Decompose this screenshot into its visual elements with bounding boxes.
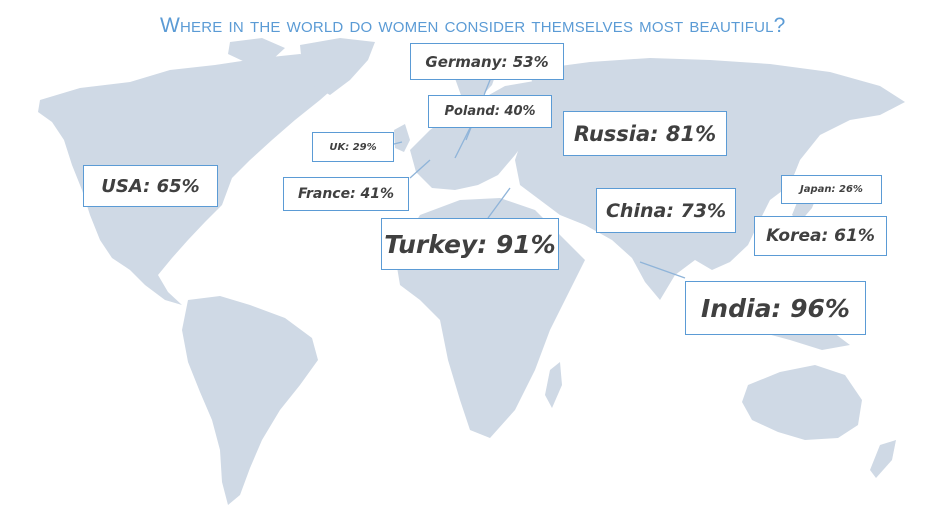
- callout-china: China: 73%: [596, 188, 736, 233]
- south-america: [182, 296, 318, 505]
- canada-islands: [228, 38, 285, 62]
- callout-poland: Poland: 40%: [428, 95, 552, 128]
- new-zealand: [870, 440, 896, 478]
- leader-poland: [454, 127, 471, 159]
- greenland: [300, 38, 375, 95]
- callout-korea: Korea: 61%: [754, 216, 887, 256]
- callout-japan: Japan: 26%: [781, 175, 882, 204]
- callout-uk: UK: 29%: [312, 132, 394, 162]
- callout-india: India: 96%: [685, 281, 866, 335]
- callout-russia: Russia: 81%: [563, 111, 727, 156]
- callout-france: France: 41%: [283, 177, 409, 211]
- leader-france: [409, 159, 431, 179]
- madagascar: [545, 362, 562, 408]
- leader-india: [639, 261, 686, 279]
- callout-turkey: Turkey: 91%: [381, 218, 559, 270]
- page-title: Where in the world do women consider the…: [160, 14, 786, 37]
- callout-usa: USA: 65%: [83, 165, 218, 207]
- callout-germany: Germany: 53%: [410, 43, 564, 80]
- uk: [394, 124, 410, 152]
- leader-turkey: [487, 187, 511, 219]
- australia: [742, 365, 862, 440]
